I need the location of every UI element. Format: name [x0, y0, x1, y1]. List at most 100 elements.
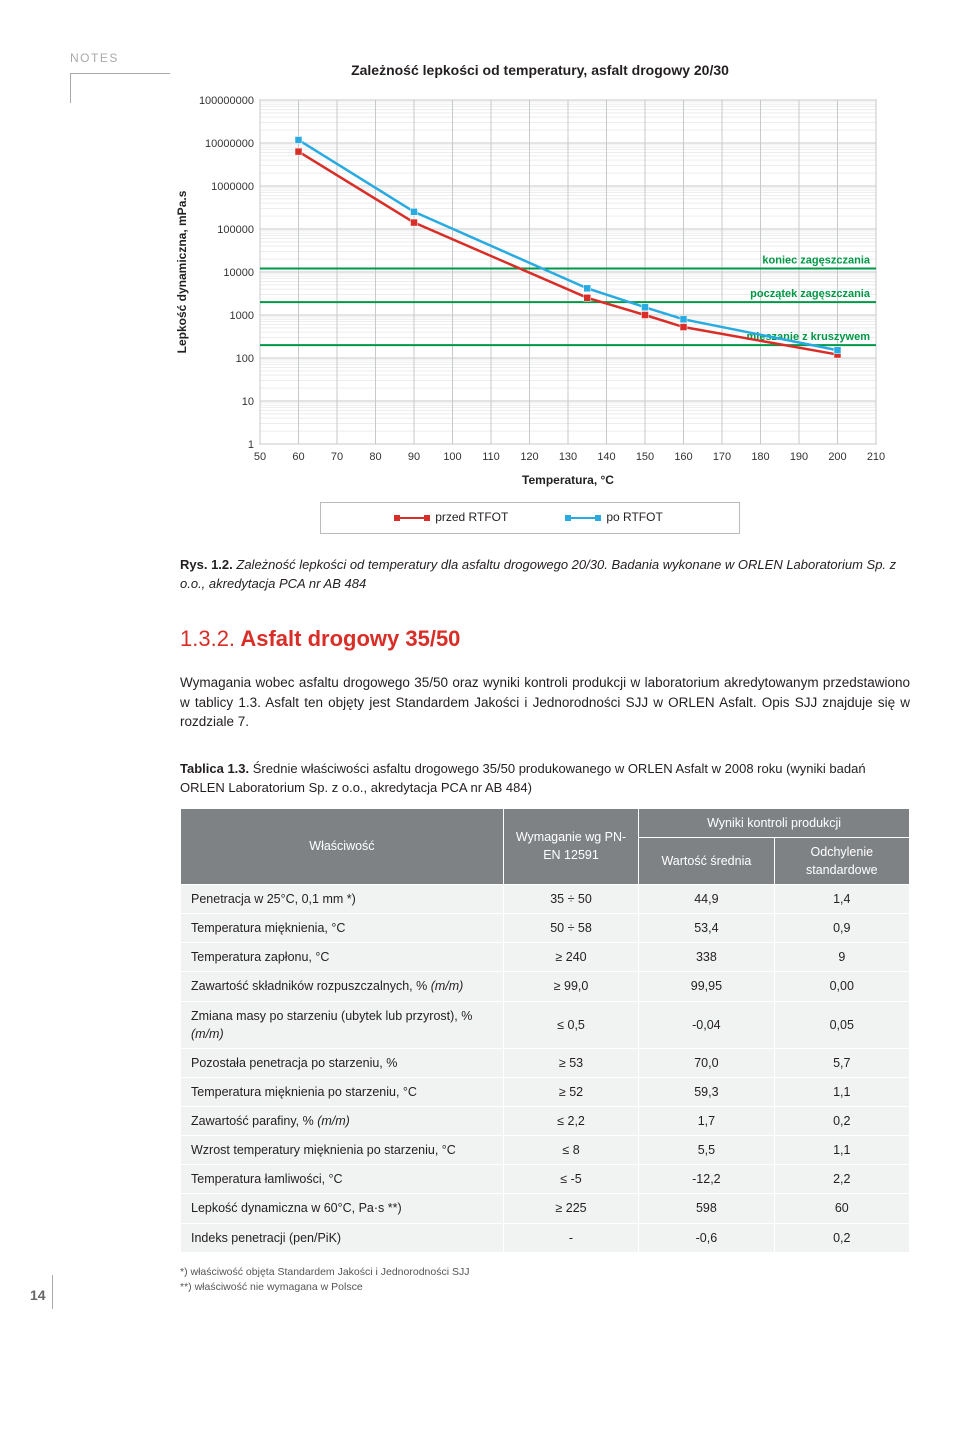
table-cell: 1,4: [774, 885, 909, 914]
svg-text:60: 60: [292, 451, 304, 463]
table-cell: 598: [639, 1194, 774, 1223]
table-cell: Pozostała penetracja po starzeniu, %: [181, 1048, 504, 1077]
table-cell: Temperatura mięknienia po starzeniu, °C: [181, 1077, 504, 1106]
page-number: 14: [30, 1285, 46, 1305]
table-cell: Temperatura łamliwości, °C: [181, 1165, 504, 1194]
notes-divider: [70, 73, 170, 103]
notes-sidebar: NOTES: [70, 50, 170, 103]
table-cell: 35 ÷ 50: [503, 885, 638, 914]
table-cell: 9: [774, 943, 909, 972]
svg-text:1: 1: [248, 439, 254, 451]
table-cell: 53,4: [639, 914, 774, 943]
table-cell: Zawartość parafiny, % (m/m): [181, 1107, 504, 1136]
table-row: Temperatura mięknienia, °C50 ÷ 5853,40,9: [181, 914, 910, 943]
svg-text:190: 190: [790, 451, 808, 463]
svg-text:10000: 10000: [223, 267, 254, 279]
chart-svg: 1101001000100001000001000000100000001000…: [170, 90, 890, 490]
table-cell: ≥ 53: [503, 1048, 638, 1077]
viscosity-chart: 1101001000100001000001000000100000001000…: [170, 90, 890, 533]
table-caption: Tablica 1.3. Średnie właściwości asfaltu…: [180, 760, 910, 798]
table-cell: ≥ 52: [503, 1077, 638, 1106]
svg-text:Lepkość dynamiczna, mPa.s: Lepkość dynamiczna, mPa.s: [175, 191, 189, 354]
svg-text:1000: 1000: [230, 310, 254, 322]
table-cell: Zawartość składników rozpuszczalnych, % …: [181, 972, 504, 1001]
table-cell: Penetracja w 25°C, 0,1 mm *): [181, 885, 504, 914]
table-cell: ≤ 0,5: [503, 1001, 638, 1048]
table-cell: 1,1: [774, 1136, 909, 1165]
table-cell: 44,9: [639, 885, 774, 914]
svg-text:10: 10: [242, 396, 254, 408]
svg-text:100000: 100000: [217, 224, 254, 236]
page-number-divider: [52, 1275, 53, 1309]
table-cell: Indeks penetracji (pen/PiK): [181, 1223, 504, 1252]
figure-caption-text: Zależność lepkości od temperatury dla as…: [180, 557, 896, 591]
table-row: Zmiana masy po starzeniu (ubytek lub prz…: [181, 1001, 910, 1048]
table-cell: -12,2: [639, 1165, 774, 1194]
footnote-line: *) właściwość objęta Standardem Jakości …: [180, 1265, 910, 1280]
legend-label: po RTFOT: [606, 509, 662, 526]
table-cell: -0,6: [639, 1223, 774, 1252]
table-cell: ≥ 99,0: [503, 972, 638, 1001]
svg-text:70: 70: [331, 451, 343, 463]
svg-text:90: 90: [408, 451, 420, 463]
table-cell: -: [503, 1223, 638, 1252]
section-number: 1.3.2.: [180, 626, 235, 651]
table-cell: -0,04: [639, 1001, 774, 1048]
svg-text:koniec zagęszczania: koniec zagęszczania: [762, 255, 870, 267]
chart-legend: przed RTFOT po RTFOT: [320, 502, 740, 533]
svg-text:80: 80: [369, 451, 381, 463]
table-cell: Temperatura zapłonu, °C: [181, 943, 504, 972]
table-cell: Temperatura mięknienia, °C: [181, 914, 504, 943]
svg-text:210: 210: [867, 451, 885, 463]
table-row: Lepkość dynamiczna w 60°C, Pa·s **)≥ 225…: [181, 1194, 910, 1223]
svg-text:200: 200: [828, 451, 846, 463]
table-cell: ≤ 2,2: [503, 1107, 638, 1136]
table-cell: 5,7: [774, 1048, 909, 1077]
svg-text:110: 110: [482, 451, 500, 463]
svg-text:początek zagęszczania: początek zagęszczania: [750, 288, 871, 300]
figure-caption: Rys. 1.2. Zależność lepkości od temperat…: [180, 556, 910, 594]
table-row: Wzrost temperatury mięknienia po starzen…: [181, 1136, 910, 1165]
table-caption-lead: Tablica 1.3.: [180, 761, 249, 776]
chart-title: Zależność lepkości od temperatury, asfal…: [50, 60, 910, 80]
svg-text:180: 180: [751, 451, 769, 463]
table-row: Temperatura mięknienia po starzeniu, °C≥…: [181, 1077, 910, 1106]
svg-text:1000000: 1000000: [211, 181, 254, 193]
table-cell: 0,2: [774, 1107, 909, 1136]
table-cell: 60: [774, 1194, 909, 1223]
table-cell: Lepkość dynamiczna w 60°C, Pa·s **): [181, 1194, 504, 1223]
svg-text:170: 170: [713, 451, 731, 463]
table-cell: Wzrost temperatury mięknienia po starzen…: [181, 1136, 504, 1165]
table-row: Temperatura łamliwości, °C≤ -5-12,22,2: [181, 1165, 910, 1194]
legend-item: przed RTFOT: [397, 509, 508, 526]
table-row: Penetracja w 25°C, 0,1 mm *)35 ÷ 5044,91…: [181, 885, 910, 914]
table-cell: 0,9: [774, 914, 909, 943]
legend-label: przed RTFOT: [435, 509, 508, 526]
table-cell: ≥ 225: [503, 1194, 638, 1223]
table-cell: ≤ -5: [503, 1165, 638, 1194]
properties-table: Właściwość Wymaganie wg PN-EN 12591 Wyni…: [180, 808, 910, 1253]
table-cell: 59,3: [639, 1077, 774, 1106]
table-cell: ≥ 240: [503, 943, 638, 972]
col-property: Właściwość: [181, 808, 504, 884]
svg-text:130: 130: [559, 451, 577, 463]
table-cell: 5,5: [639, 1136, 774, 1165]
figure-caption-lead: Rys. 1.2.: [180, 557, 233, 572]
svg-text:100: 100: [443, 451, 461, 463]
svg-text:140: 140: [597, 451, 615, 463]
table-cell: 50 ÷ 58: [503, 914, 638, 943]
table-cell: 2,2: [774, 1165, 909, 1194]
table-cell: ≤ 8: [503, 1136, 638, 1165]
section-title: Asfalt drogowy 35/50: [240, 626, 460, 651]
col-results-group: Wyniki kontroli produkcji: [639, 808, 910, 837]
table-cell: 1,1: [774, 1077, 909, 1106]
table-caption-text: Średnie właściwości asfaltu drogowego 35…: [180, 761, 866, 795]
table-cell: 99,95: [639, 972, 774, 1001]
footnote-line: **) właściwość nie wymagana w Polsce: [180, 1280, 910, 1295]
svg-text:120: 120: [520, 451, 538, 463]
table-cell: 0,00: [774, 972, 909, 1001]
table-row: Zawartość składników rozpuszczalnych, % …: [181, 972, 910, 1001]
col-stddev: Odchylenie standardowe: [774, 837, 909, 884]
table-cell: 0,05: [774, 1001, 909, 1048]
svg-text:100000000: 100000000: [199, 95, 254, 107]
